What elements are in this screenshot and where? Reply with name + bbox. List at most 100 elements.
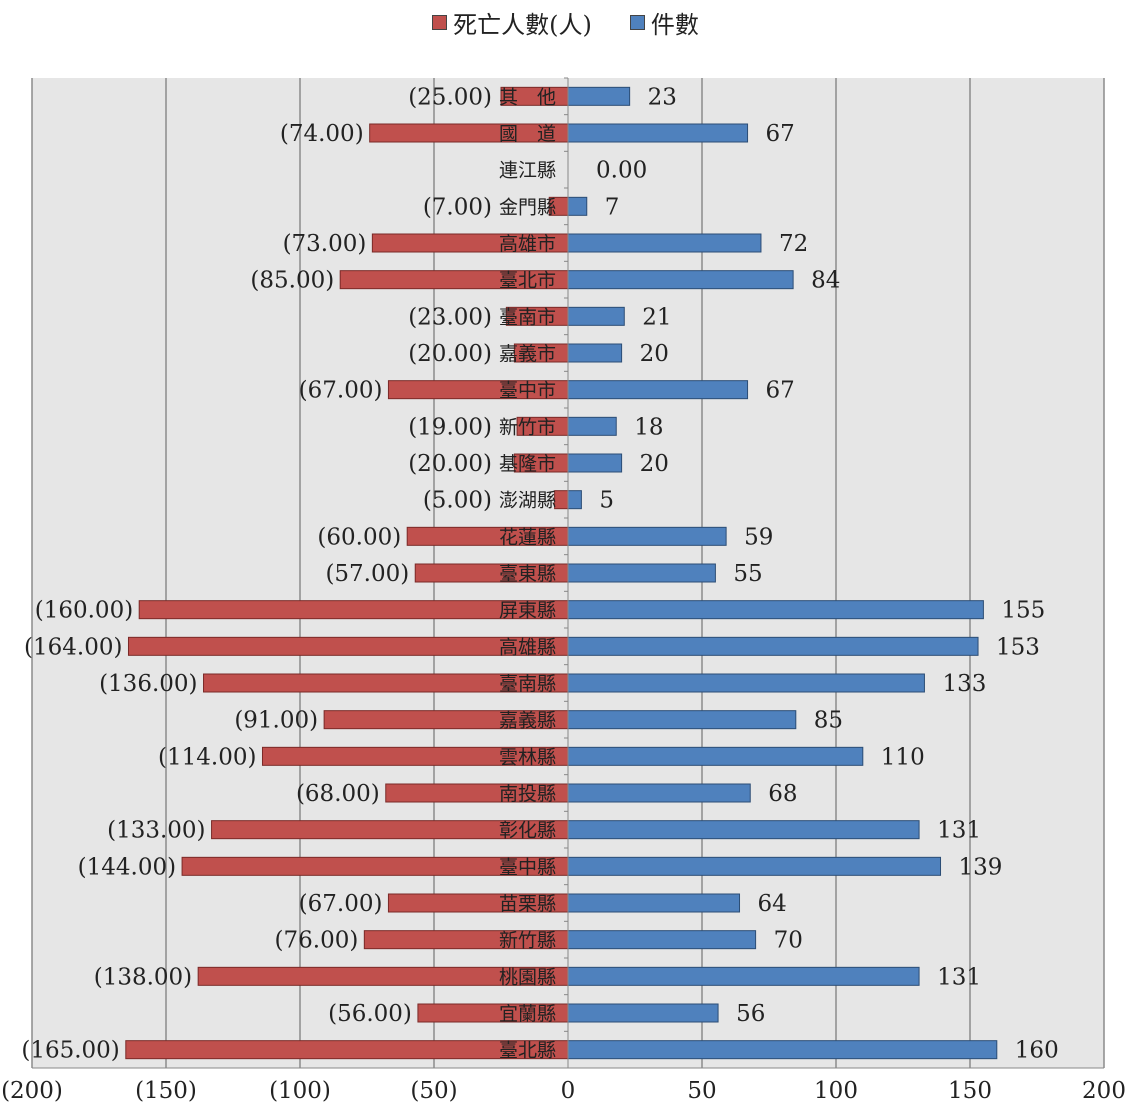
bar-cases [567, 196, 588, 216]
category-label: 澎湖縣 [499, 490, 556, 512]
data-label-deaths: (68.00) [296, 781, 380, 807]
bar-cases [567, 746, 864, 766]
x-tick-label: (200) [1, 1078, 63, 1104]
data-label-deaths: (23.00) [408, 304, 492, 330]
data-label-deaths: (165.00) [21, 1038, 119, 1064]
legend-item-deaths: 死亡人數(人) [432, 5, 592, 40]
data-label-cases: 68 [768, 781, 797, 807]
x-tick-label: 150 [948, 1078, 992, 1104]
data-label-cases: 5 [599, 488, 614, 514]
x-tick-label: 50 [687, 1078, 716, 1104]
bar-cases [567, 1040, 998, 1060]
data-label-deaths: (144.00) [78, 854, 176, 880]
category-label: 新竹市 [499, 416, 556, 438]
x-tick-label: 100 [814, 1078, 858, 1104]
bar-cases [567, 820, 920, 840]
data-label-cases: 67 [766, 121, 795, 147]
bar-cases [567, 783, 751, 803]
category-label: 新竹縣 [499, 930, 556, 952]
category-label: 臺南縣 [499, 673, 556, 695]
bar-cases [567, 270, 794, 290]
bar-cases [567, 343, 623, 363]
data-label-cases: 153 [996, 634, 1040, 660]
data-label-deaths: (133.00) [107, 818, 205, 844]
category-label: 臺南市 [499, 306, 556, 328]
category-label: 雲林縣 [499, 746, 556, 768]
data-label-deaths: (67.00) [299, 891, 383, 917]
category-label: 其 他 [499, 86, 556, 108]
data-label-deaths: (7.00) [423, 194, 492, 220]
category-label: 南投縣 [499, 783, 556, 805]
chart-legend: 死亡人數(人) 件數 [0, 4, 1131, 40]
x-tick-label: (100) [269, 1078, 331, 1104]
category-label: 基隆市 [499, 453, 556, 475]
bar-cases [567, 1003, 719, 1023]
bar-cases [567, 563, 716, 583]
category-label: 臺北縣 [499, 1040, 556, 1062]
data-label-cases: 84 [811, 268, 840, 294]
data-label-cases: 18 [634, 414, 663, 440]
bar-cases [567, 930, 757, 950]
bar-cases [567, 490, 582, 510]
bar-cases [567, 636, 979, 656]
bar-cases [567, 526, 727, 546]
data-label-cases: 133 [942, 671, 986, 697]
bar-cases [567, 673, 925, 693]
data-label-deaths: (20.00) [408, 341, 492, 367]
data-label-cases: 139 [959, 854, 1003, 880]
data-label-cases: 21 [642, 304, 671, 330]
data-label-deaths: (138.00) [94, 964, 192, 990]
bar-cases [567, 416, 617, 436]
legend-label-cases: 件數 [650, 10, 699, 39]
data-label-cases: 23 [648, 84, 677, 110]
data-label-deaths: (74.00) [280, 121, 364, 147]
data-label-cases: 85 [814, 708, 843, 734]
legend-swatch-cases [629, 14, 645, 30]
category-label: 彰化縣 [499, 820, 556, 842]
legend-swatch-deaths [432, 14, 448, 30]
bar-cases [567, 710, 797, 730]
category-label: 高雄市 [499, 233, 556, 255]
data-label-cases: 56 [736, 1001, 765, 1027]
data-label-deaths: (85.00) [250, 268, 334, 294]
x-tick-label: 200 [1082, 1078, 1126, 1104]
data-label-cases: 67 [766, 378, 795, 404]
data-label-deaths: (160.00) [35, 598, 133, 624]
bar-cases [567, 600, 984, 620]
data-label-cases: 7 [605, 194, 620, 220]
category-label: 嘉義縣 [499, 710, 556, 732]
data-label-deaths: (56.00) [328, 1001, 412, 1027]
bar-cases [567, 233, 762, 253]
data-label-deaths: (164.00) [24, 634, 122, 660]
data-label-cases: 160 [1015, 1038, 1059, 1064]
category-label: 屏東縣 [499, 600, 556, 622]
bar-cases [567, 893, 741, 913]
data-label-cases: 131 [937, 964, 981, 990]
category-label: 金門縣 [499, 196, 556, 218]
bar-cases [567, 306, 625, 326]
data-label-cases: 110 [881, 744, 925, 770]
data-label-deaths: (5.00) [423, 488, 492, 514]
category-label: 花蓮縣 [499, 526, 556, 548]
data-label-cases: 131 [937, 818, 981, 844]
data-label-deaths: (25.00) [408, 84, 492, 110]
category-label: 國 道 [499, 123, 556, 145]
category-label: 連江縣 [499, 160, 556, 182]
data-label-deaths: (136.00) [99, 671, 197, 697]
data-label-deaths: (60.00) [317, 524, 401, 550]
bar-cases [567, 380, 749, 400]
category-label: 宜蘭縣 [499, 1003, 556, 1025]
bar-cases [567, 966, 920, 986]
bar-cases [567, 123, 749, 143]
data-label-cases: 0.00 [596, 158, 647, 184]
legend-label-deaths: 死亡人數(人) [453, 10, 592, 39]
category-label: 苗栗縣 [499, 893, 556, 915]
category-label: 嘉義市 [499, 343, 556, 365]
bar-cases [567, 86, 631, 106]
data-label-cases: 59 [744, 524, 773, 550]
bar-deaths [554, 490, 569, 510]
data-label-cases: 20 [640, 341, 669, 367]
data-label-cases: 20 [640, 451, 669, 477]
bar-cases [567, 856, 942, 876]
